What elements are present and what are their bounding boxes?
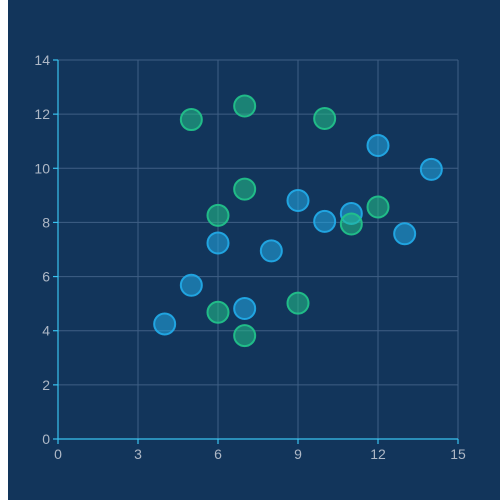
data-point-series-1 bbox=[313, 209, 337, 233]
data-point-series-2 bbox=[339, 212, 363, 236]
data-point-series-2 bbox=[179, 108, 203, 132]
x-tick-label: 12 bbox=[370, 446, 386, 462]
y-tick-label: 0 bbox=[42, 431, 50, 447]
data-point-series-2 bbox=[233, 177, 257, 201]
data-point-series-2 bbox=[233, 324, 257, 348]
y-tick-label: 4 bbox=[42, 323, 50, 339]
x-tick-label: 0 bbox=[54, 446, 62, 462]
data-point-series-1 bbox=[233, 297, 257, 321]
data-point-series-2 bbox=[286, 291, 310, 315]
data-point-series-2 bbox=[233, 94, 257, 118]
data-point-series-1 bbox=[286, 189, 310, 213]
tick-labels: 0 3 6 9 12 15 0 2 4 6 8 10 12 14 bbox=[34, 52, 466, 462]
grid bbox=[58, 59, 459, 439]
data-point-series-1 bbox=[259, 239, 283, 263]
data-points bbox=[153, 94, 443, 348]
data-point-series-1 bbox=[153, 312, 177, 336]
data-point-series-1 bbox=[206, 231, 230, 255]
data-point-series-1 bbox=[393, 222, 417, 246]
axes bbox=[53, 59, 459, 444]
data-point-series-2 bbox=[366, 195, 390, 219]
y-tick-label: 10 bbox=[34, 160, 50, 176]
data-point-series-1 bbox=[366, 134, 390, 158]
y-tick-label: 12 bbox=[34, 106, 50, 122]
data-point-series-2 bbox=[313, 106, 337, 130]
x-tick-label: 9 bbox=[294, 446, 302, 462]
x-tick-label: 6 bbox=[214, 446, 222, 462]
y-tick-label: 6 bbox=[42, 269, 50, 285]
data-point-series-1 bbox=[419, 157, 443, 181]
x-tick-label: 15 bbox=[450, 446, 466, 462]
y-tick-label: 8 bbox=[42, 214, 50, 230]
data-point-series-2 bbox=[206, 300, 230, 324]
x-tick-label: 3 bbox=[134, 446, 142, 462]
y-tick-label: 2 bbox=[42, 377, 50, 393]
y-tick-label: 14 bbox=[34, 52, 50, 68]
data-point-series-2 bbox=[206, 203, 230, 227]
data-point-series-1 bbox=[179, 273, 203, 297]
chart-panel bbox=[8, 0, 500, 500]
